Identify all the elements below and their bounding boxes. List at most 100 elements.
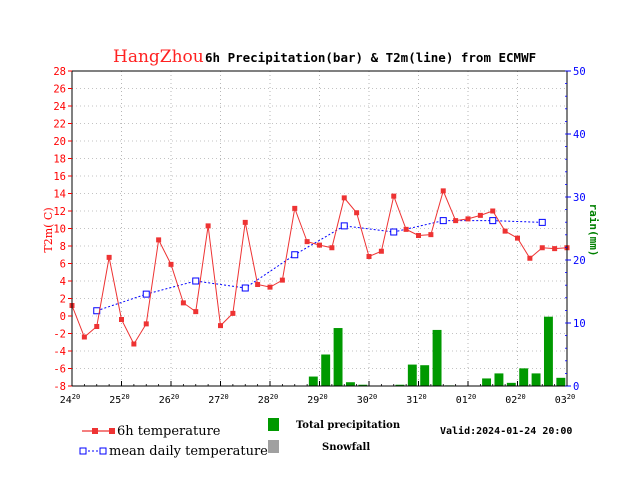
temperature-point: [119, 317, 124, 322]
temperature-point: [317, 242, 322, 248]
precip-bar: [321, 354, 331, 386]
left-tick-label: 12: [53, 206, 66, 218]
temperature-point: [354, 210, 360, 216]
temperature-point: [453, 218, 459, 224]
left-tick-label: -2: [53, 329, 66, 341]
mean-temperature-point: [241, 284, 249, 292]
precip-bar: [358, 384, 368, 386]
precip-bar: [420, 365, 430, 386]
legend-temp-marker2: [109, 428, 115, 434]
legend-mean-marker: [79, 447, 87, 455]
left-tick-label: 24: [53, 101, 66, 113]
left-tick-label: -6: [53, 364, 66, 376]
mean-temperature-point: [538, 218, 546, 226]
temperature-point: [218, 323, 223, 329]
temperature-point: [440, 188, 446, 194]
grid: [71, 70, 568, 387]
legend-snow-label: Snowfall: [322, 442, 370, 453]
mean-temperature-path: [96, 220, 543, 312]
right-tick-label: 0: [573, 381, 579, 393]
temperature-point: [131, 341, 137, 347]
mean-temperature-point: [489, 217, 497, 225]
mean-temperature-point: [439, 217, 447, 225]
temperature-point: [515, 235, 520, 241]
precip-bar: [519, 368, 529, 386]
mean-temperature-point: [192, 277, 200, 285]
right-axis-ticks: 0 10 20 30 40 50: [565, 66, 586, 393]
precip-bars: [308, 316, 566, 386]
x-tick-label: 0320: [555, 393, 575, 406]
temperature-point: [168, 261, 174, 267]
precip-bar: [407, 364, 417, 386]
legend-mean-label: mean daily temperature: [109, 444, 268, 459]
left-tick-label: -8: [53, 381, 66, 393]
temperature-point: [255, 282, 261, 287]
precip-bar: [395, 384, 405, 386]
legend: 6h temperature mean daily temperature To…: [79, 418, 401, 459]
left-tick-label: 8: [60, 241, 66, 253]
temperature-point: [143, 321, 149, 327]
mean-temperature-point: [340, 222, 348, 230]
legend-precip-label: Total precipitation: [296, 420, 401, 431]
precip-bar: [482, 378, 492, 386]
left-tick-label: 2: [60, 294, 66, 306]
left-tick-label: 16: [53, 171, 66, 183]
right-axis-label: rain(mm): [587, 204, 600, 257]
left-tick-label: 6: [60, 259, 66, 271]
precip-bar: [556, 377, 566, 386]
precip-bar: [432, 329, 442, 386]
left-tick-label: 20: [53, 136, 66, 148]
left-tick-label: 22: [53, 119, 66, 131]
temperature-point: [416, 233, 421, 238]
legend-temp-marker: [92, 428, 98, 434]
x-tick-label: 0220: [505, 393, 525, 406]
temperature-point: [477, 212, 483, 218]
x-tick-label: 2520: [109, 393, 129, 406]
temperature-point: [94, 324, 100, 329]
temperature-point: [539, 245, 545, 251]
left-tick-label: 26: [53, 84, 66, 96]
temperature-point: [81, 334, 87, 340]
x-tick-label: 2720: [208, 393, 228, 406]
left-tick-label: 0: [60, 311, 66, 323]
left-tick-label: 4: [60, 276, 66, 288]
temperature-point: [428, 232, 434, 238]
x-tick-label: 2920: [307, 393, 327, 406]
legend-temp-label: 6h temperature: [117, 424, 221, 439]
right-tick-label: 10: [573, 318, 586, 330]
temperature-point: [267, 284, 273, 290]
x-tick-label: 3120: [406, 393, 426, 406]
left-axis-label: T2m( C): [42, 207, 55, 252]
precip-bar: [543, 316, 553, 386]
x-axis-ticks: 2420 2520 2620 2720 2820 2920 3020 3120 0120 0220…: [60, 381, 575, 406]
x-tick-label: 3020: [357, 393, 377, 406]
right-tick-label: 30: [573, 192, 586, 204]
temperature-point: [242, 219, 248, 225]
temperature-point: [106, 254, 112, 260]
left-tick-label: 14: [53, 189, 66, 201]
temperature-point: [341, 195, 347, 201]
mean-temperature-point: [142, 290, 150, 298]
temperature-line: [69, 188, 570, 347]
temperature-point: [292, 205, 298, 211]
temperature-point: [465, 216, 471, 222]
mean-temperature-point: [390, 228, 398, 236]
temperature-point: [180, 300, 186, 306]
mean-temperature-line: [93, 217, 546, 315]
temperature-point: [391, 193, 397, 199]
precip-bar: [494, 373, 504, 386]
precip-bar: [531, 373, 541, 386]
legend-mean-marker2: [99, 447, 107, 455]
right-tick-label: 40: [573, 129, 586, 141]
temperature-point: [490, 208, 496, 214]
temperature-point: [193, 309, 199, 315]
x-tick-label: 2620: [159, 393, 179, 406]
temperature-point: [366, 254, 372, 259]
temperature-point: [403, 226, 409, 232]
legend-precip-swatch: [268, 418, 279, 431]
mean-temperature-point: [291, 251, 299, 259]
temperature-point: [156, 237, 162, 243]
right-tick-label: 50: [573, 66, 586, 78]
